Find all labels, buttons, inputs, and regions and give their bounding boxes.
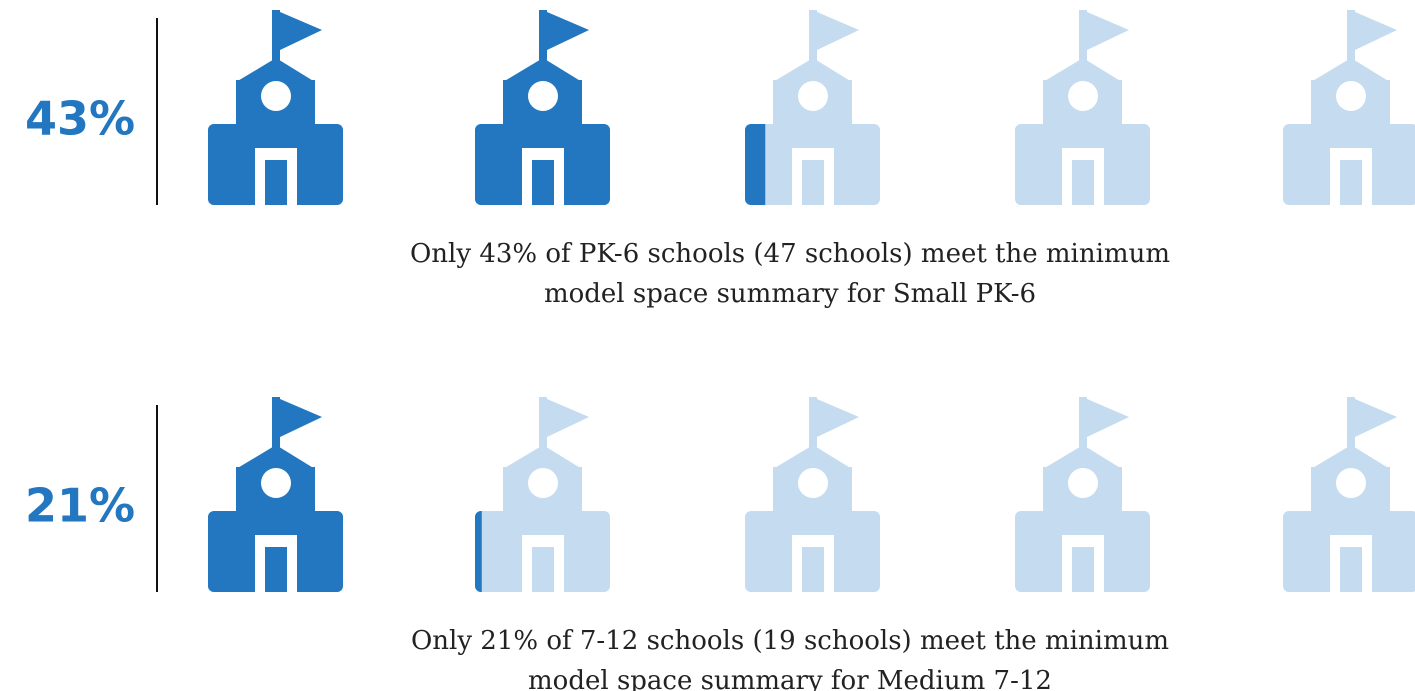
school-icon <box>745 397 880 592</box>
school-icon <box>208 397 343 592</box>
icon-fill <box>208 397 343 592</box>
icon-fill <box>475 511 482 592</box>
pictograph-row: 43% Only 43% of PK-6 schools (47 schools)… <box>25 10 1415 309</box>
school-icon <box>475 10 610 205</box>
icon-fill <box>745 124 766 205</box>
school-icon <box>1015 10 1150 205</box>
percent-label: 43% <box>25 92 135 146</box>
icon-fill <box>475 10 610 205</box>
caption: model space summary for Medium 7-12 <box>528 666 1052 691</box>
pictograph-row: 21% Only 21% of 7-12 schools (19 schools)… <box>25 397 1415 691</box>
school-icon <box>475 397 610 592</box>
percent-label: 21% <box>25 479 135 533</box>
school-icon <box>1283 397 1415 592</box>
caption: Only 21% of 7-12 schools (19 schools) me… <box>411 626 1169 656</box>
school-icon <box>1283 10 1415 205</box>
school-icon <box>208 10 343 205</box>
caption: model space summary for Small PK-6 <box>544 279 1036 309</box>
icon-fill <box>208 10 343 205</box>
caption: Only 43% of PK-6 schools (47 schools) me… <box>410 239 1170 269</box>
school-icon <box>745 10 880 205</box>
school-icon <box>1015 397 1150 592</box>
